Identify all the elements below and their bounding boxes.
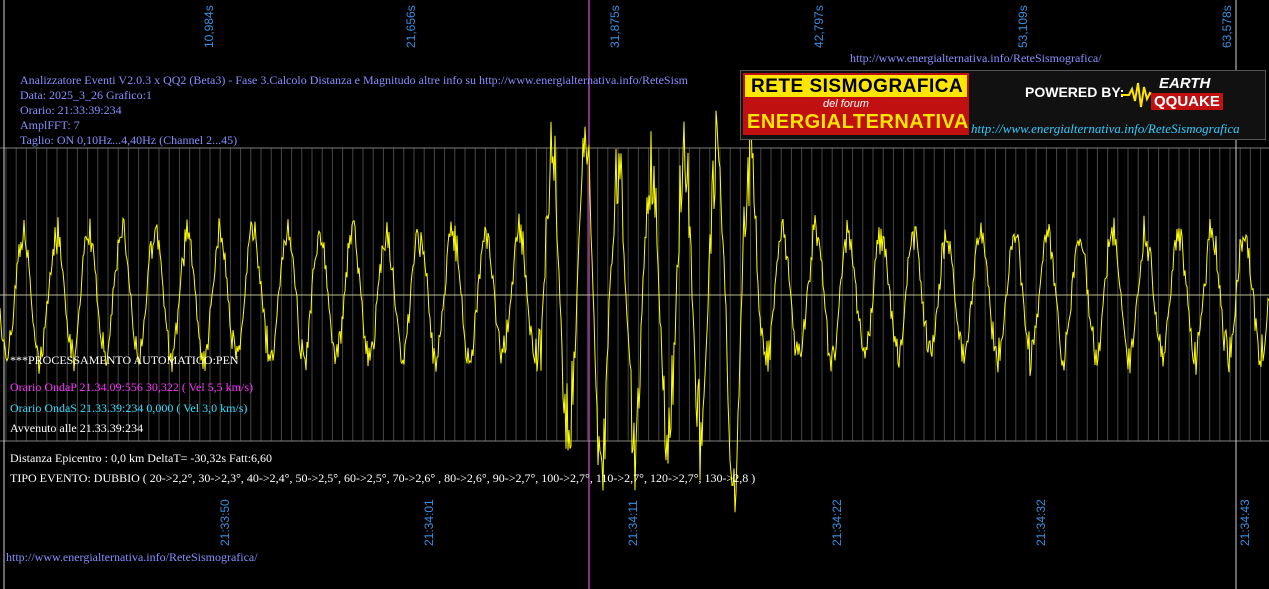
bottom-time-label-6: 21:34:43 (1238, 499, 1252, 546)
event-type: TIPO EVENTO: DUBBIO ( 20->2,2°, 30->2,3°… (10, 471, 756, 485)
epicenter-distance: Distanza Epicentro : 0,0 km DeltaT= -30,… (10, 451, 273, 465)
rete-sismografica-logo: RETE SISMOGRAFICA del forum ENERGIALTERN… (740, 70, 1266, 140)
logo-brand: ENERGIALTERNATIVA (747, 111, 969, 133)
logo-powered-by: POWERED BY: (1025, 84, 1125, 100)
bottom-url-link[interactable]: http://www.energialternativa.info/ReteSi… (6, 550, 258, 564)
logo-url-link[interactable]: http://www.energialternativa.info/ReteSi… (971, 121, 1240, 136)
event-occurred-time: Avvenuto alle 21.33.39:234 (10, 421, 144, 435)
bottom-time-label-3: 21:34:11 (626, 500, 640, 546)
top-time-label-3: 31,875s (608, 5, 622, 48)
header-date: Data: 2025_3_26 Grafico:1 (20, 88, 152, 102)
top-time-label-5: 53,109s (1016, 5, 1030, 48)
header-filter: Taglio: ON 0,10Hz...4,40Hz (Channel 2...… (20, 133, 238, 147)
logo-subtitle: del forum (823, 98, 869, 110)
top-time-label-2: 21,656s (404, 5, 418, 48)
bottom-time-label-5: 21:34:32 (1034, 499, 1048, 546)
processing-status: ***PROCESSAMENTO AUTOMATICO:PEN (10, 353, 239, 367)
top-time-label-1: 10,984s (202, 5, 216, 48)
bottom-time-label-4: 21:34:22 (830, 499, 844, 546)
top-time-label-4: 42,797s (812, 5, 826, 48)
logo-qquake-text: QQUAKE (1151, 93, 1223, 110)
bottom-time-label-1: 21:33:50 (218, 499, 232, 546)
seismic-waveform (0, 105, 1269, 513)
header-amplfft: AmplFFT: 7 (20, 118, 80, 132)
header-time: Orario: 21:33:39:234 (20, 103, 122, 117)
logo-yellow-panel (745, 75, 967, 97)
onda-s-time: Orario OndaS 21.33.39:234 0,000 ( Vel 3,… (10, 401, 248, 415)
top-url-link[interactable]: http://www.energialternativa.info/ReteSi… (850, 51, 1102, 65)
top-time-label-6: 63,578s (1220, 5, 1234, 48)
header-analyzer-info: Analizzatore Eventi V2.0.3 x QQ2 (Beta3)… (20, 73, 688, 87)
logo-title: RETE SISMOGRAFICA (751, 76, 964, 97)
logo-earth-text: EARTH (1159, 75, 1211, 92)
bottom-time-label-2: 21:34:01 (422, 499, 436, 546)
onda-p-time: Orario OndaP 21.34.09:556 30,322 ( Vel 5… (10, 380, 253, 394)
